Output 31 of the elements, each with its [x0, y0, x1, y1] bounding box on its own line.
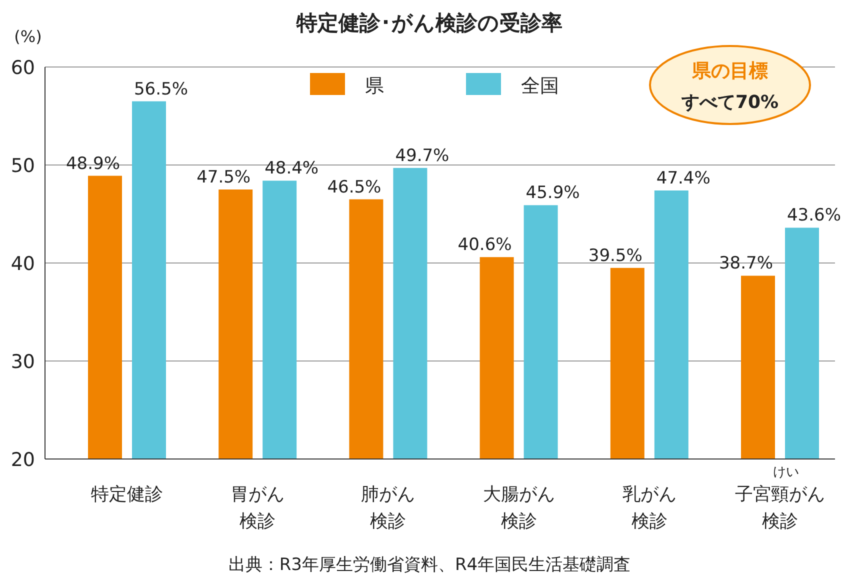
- chart-title: 特定健診･がん検診の受診率: [296, 11, 562, 35]
- data-label: 48.4%: [264, 158, 319, 179]
- legend-label: 全国: [521, 75, 559, 97]
- x-tick-label: 乳がん検診: [622, 484, 676, 532]
- y-axis-title: (%): [14, 27, 42, 46]
- y-tick-label: 40: [10, 253, 35, 275]
- data-label: 39.5%: [588, 246, 642, 266]
- data-label: 47.5%: [196, 168, 251, 188]
- data-label: 38.7%: [718, 254, 774, 274]
- annotation: 県の目標: [691, 60, 768, 82]
- data-label: 47.4%: [656, 168, 710, 188]
- x-tick-label: 子宮頸がん検診: [735, 484, 825, 532]
- data-label: 48.9%: [66, 154, 120, 174]
- x-tick-label: 胃がん検診: [230, 484, 285, 532]
- data-label: 45.9%: [526, 183, 580, 204]
- y-tick-label: 50: [10, 155, 35, 177]
- annotation: すべて70%: [680, 92, 779, 113]
- legend-label: 県: [365, 75, 384, 97]
- y-tick-label: 60: [10, 57, 35, 79]
- data-label: 56.5%: [134, 79, 188, 100]
- y-tick-label: 20: [10, 449, 35, 471]
- data-label: 43.6%: [786, 206, 842, 226]
- source-note: 出典：R3年厚生労働省資料、R4年国民生活基礎調査: [228, 555, 631, 575]
- data-label: 40.6%: [458, 235, 512, 256]
- data-label: 49.7%: [395, 146, 450, 166]
- text: けい: [773, 465, 799, 480]
- x-tick-label: 特定健診: [91, 484, 163, 505]
- data-label: 46.5%: [327, 177, 382, 198]
- x-tick-label: 大腸がん検診: [482, 484, 555, 532]
- y-tick-label: 30: [10, 351, 35, 373]
- x-tick-label: 肺がん検診: [361, 484, 416, 532]
